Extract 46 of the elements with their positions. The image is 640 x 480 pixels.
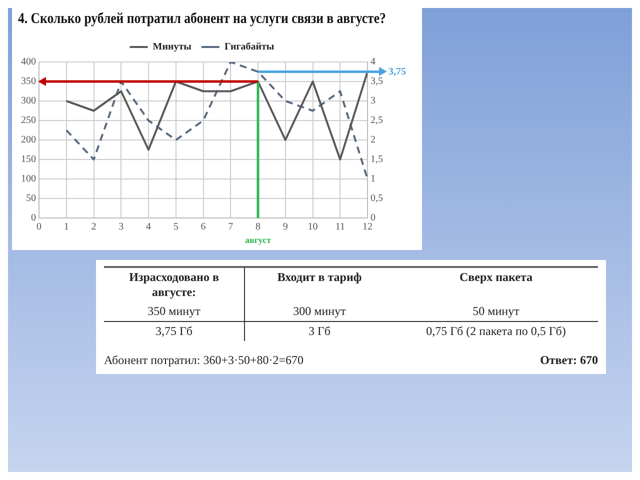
text: 3 Гб [244,322,394,341]
legend-label: Минуты [152,42,192,53]
y-tick-label: 250 [21,115,36,126]
x-tick-label: 8 [256,222,260,233]
text: Абонент потратил: 360+3·50+80·2=670 [104,353,304,368]
y-tick-label: 300 [21,96,36,107]
y2-tick-label: 3 [370,96,376,107]
y2-tick-label: 1 [370,174,376,185]
y-tick-label: 350 [21,76,36,88]
text: 3,75 Гб [154,323,194,340]
x-tick-label: 6 [200,222,206,233]
x-tick-label: 11 [335,222,345,233]
y2-tick-label: 2,5 [370,115,383,126]
x-tick-label: 12 [362,222,372,233]
text: 300 минут [244,302,394,322]
x-tick-label: 3 [118,222,124,233]
y2-tick-label: 0,5 [370,193,383,204]
y-tick-label: 150 [21,154,36,166]
x-tick-label: 10 [308,222,318,233]
y2-tick-label: 4 [370,56,376,68]
x-tick-label: 4 [146,222,151,233]
y-tick-label: 0 [31,212,36,224]
y-tick-label: 100 [21,174,36,185]
x-tick-label: 7 [228,222,234,233]
y2-tick-label: 1,5 [370,154,383,166]
text: 0,75 Гб (2 пакета по 0,5 Гб) [425,323,567,340]
y2-tick-label: 0 [370,212,376,224]
y2-tick-label: 2 [370,134,376,146]
text: 50 минут [394,302,598,322]
y2-tick-label: 3,5 [370,76,383,88]
y-tick-label: 400 [21,56,36,68]
x-tick-label: 5 [173,222,178,233]
x-tick-label: 1 [64,222,69,233]
text: Израсходовано в августе: [104,266,244,302]
text: 350 минут [104,302,244,322]
y-tick-label: 50 [26,193,36,204]
x-tick-label: 9 [282,222,288,233]
text: Ответ: 670 [540,353,598,368]
text: Сверх пакета [394,266,598,302]
x-tick-label: 2 [91,222,96,233]
y-tick-label: 200 [21,134,36,146]
ref-line-label: август [244,234,272,245]
legend-label: Гигабайты [224,42,274,53]
ref-line-label: 3,75 [388,66,406,78]
text: Входит в тариф [244,266,394,302]
chart-title: 4. Сколько рублей потратил абонент на услуги связи в августе? [18,11,386,28]
